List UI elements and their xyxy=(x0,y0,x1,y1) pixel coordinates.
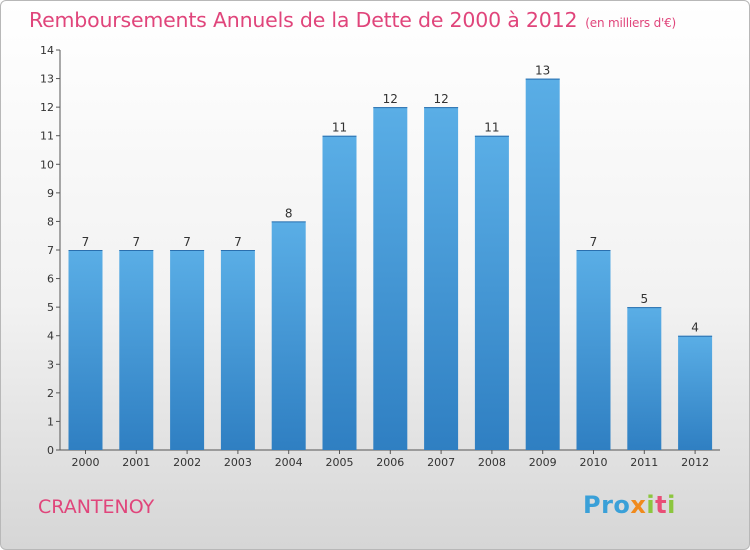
y-tick-label: 1 xyxy=(47,415,54,428)
y-tick-label: 3 xyxy=(47,358,54,371)
data-label: 11 xyxy=(484,121,499,135)
proxiti-logo: Proxiti xyxy=(583,491,676,519)
y-tick-label: 4 xyxy=(47,330,54,343)
x-tick-label: 2003 xyxy=(224,456,252,469)
y-tick-label: 6 xyxy=(47,273,54,286)
bars xyxy=(68,78,713,451)
bar xyxy=(68,250,103,450)
y-tick-label: 10 xyxy=(40,158,54,171)
x-tick-label: 2011 xyxy=(630,456,658,469)
bar xyxy=(576,250,611,450)
x-tick-label: 2012 xyxy=(681,456,709,469)
y-tick-label: 9 xyxy=(47,187,54,200)
y-tick-label: 5 xyxy=(47,301,54,314)
data-label: 11 xyxy=(332,121,347,135)
bar xyxy=(474,135,509,450)
data-label: 7 xyxy=(234,235,242,249)
y-tick-label: 7 xyxy=(47,244,54,257)
data-label: 13 xyxy=(535,64,550,78)
bar xyxy=(271,221,306,450)
chart-subtitle: (en milliers d'€) xyxy=(585,16,677,30)
bar xyxy=(373,107,408,451)
y-tick-label: 12 xyxy=(40,101,54,114)
data-label: 4 xyxy=(691,321,699,335)
bar xyxy=(678,335,713,450)
x-tick-label: 2007 xyxy=(427,456,455,469)
logo-part-4: t xyxy=(655,491,668,519)
logo-part-1: Pro xyxy=(583,491,631,519)
y-tick-label: 14 xyxy=(40,44,54,57)
bar xyxy=(322,135,357,450)
x-tick-label: 2002 xyxy=(173,456,201,469)
data-label: 8 xyxy=(285,206,293,220)
x-tick-label: 2009 xyxy=(529,456,557,469)
y-tick-label: 2 xyxy=(47,387,54,400)
bar xyxy=(170,250,205,450)
data-labels: 7 7 7 7 8 11 12 12 11 13 7 5 4 xyxy=(82,64,699,335)
x-tick-label: 2000 xyxy=(72,456,100,469)
chart-title-text: Remboursements Annuels de la Dette de 20… xyxy=(29,8,578,32)
x-tick-label: 2004 xyxy=(275,456,303,469)
y-tick-label: 13 xyxy=(40,73,54,86)
x-tick-label: 2005 xyxy=(326,456,354,469)
data-label: 7 xyxy=(132,235,140,249)
x-tick-label: 2010 xyxy=(580,456,608,469)
data-label: 12 xyxy=(383,92,398,106)
x-tick-label: 2006 xyxy=(376,456,404,469)
data-label: 12 xyxy=(433,92,448,106)
commune-name: CRANTENOY xyxy=(38,496,155,518)
logo-part-3: i xyxy=(646,491,656,519)
y-tick-label: 8 xyxy=(47,215,54,228)
x-tick-label: 2008 xyxy=(478,456,506,469)
x-tick-label: 2001 xyxy=(122,456,150,469)
bar xyxy=(424,107,459,451)
bar xyxy=(627,307,662,450)
bar xyxy=(220,250,255,450)
logo-part-2: x xyxy=(630,491,647,519)
y-tick-label: 0 xyxy=(47,444,54,457)
bar xyxy=(119,250,154,450)
bar xyxy=(525,78,560,451)
data-label: 5 xyxy=(640,292,648,306)
data-label: 7 xyxy=(590,235,598,249)
data-label: 7 xyxy=(82,235,90,249)
chart-title: Remboursements Annuels de la Dette de 20… xyxy=(29,8,676,32)
logo-part-5: i xyxy=(667,491,676,519)
data-label: 7 xyxy=(183,235,191,249)
y-tick-label: 11 xyxy=(40,130,54,143)
